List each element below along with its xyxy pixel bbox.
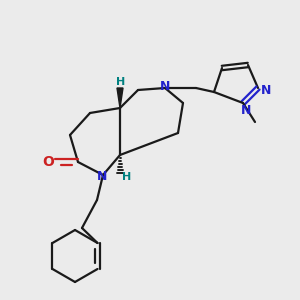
Text: O: O [42,155,54,169]
Text: N: N [97,169,107,182]
Text: N: N [261,83,271,97]
Text: N: N [160,80,170,94]
Text: N: N [241,104,251,118]
Text: H: H [116,77,126,87]
Polygon shape [117,88,123,108]
Text: H: H [122,172,132,182]
